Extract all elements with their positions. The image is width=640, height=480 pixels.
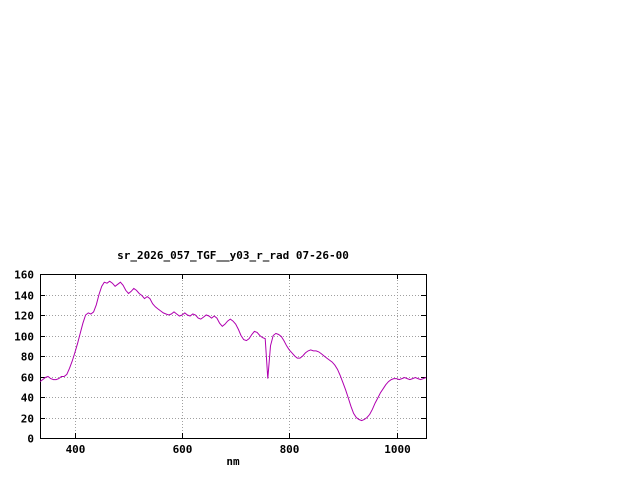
chart-title: sr_2026_057_TGF__y03_r_rad 07-26-00 [117, 249, 349, 262]
x-tick-label: 800 [280, 443, 300, 456]
y-tick-label: 80 [21, 351, 34, 364]
y-tick-label: 100 [14, 331, 34, 344]
y-tick-label: 40 [21, 392, 34, 405]
x-axis-label: nm [226, 455, 240, 468]
y-tick-label: 140 [14, 290, 34, 303]
x-tick-label: 400 [66, 443, 86, 456]
y-tick-label: 120 [14, 310, 34, 323]
plot-border [40, 274, 427, 439]
x-tick-label: 1000 [384, 443, 411, 456]
y-tick-label: 0 [27, 433, 34, 446]
y-tick-label: 20 [21, 413, 34, 426]
data-line [39, 280, 427, 422]
x-tick-label: 600 [173, 443, 193, 456]
y-tick-label: 160 [14, 269, 34, 282]
y-tick-label: 60 [21, 372, 34, 385]
